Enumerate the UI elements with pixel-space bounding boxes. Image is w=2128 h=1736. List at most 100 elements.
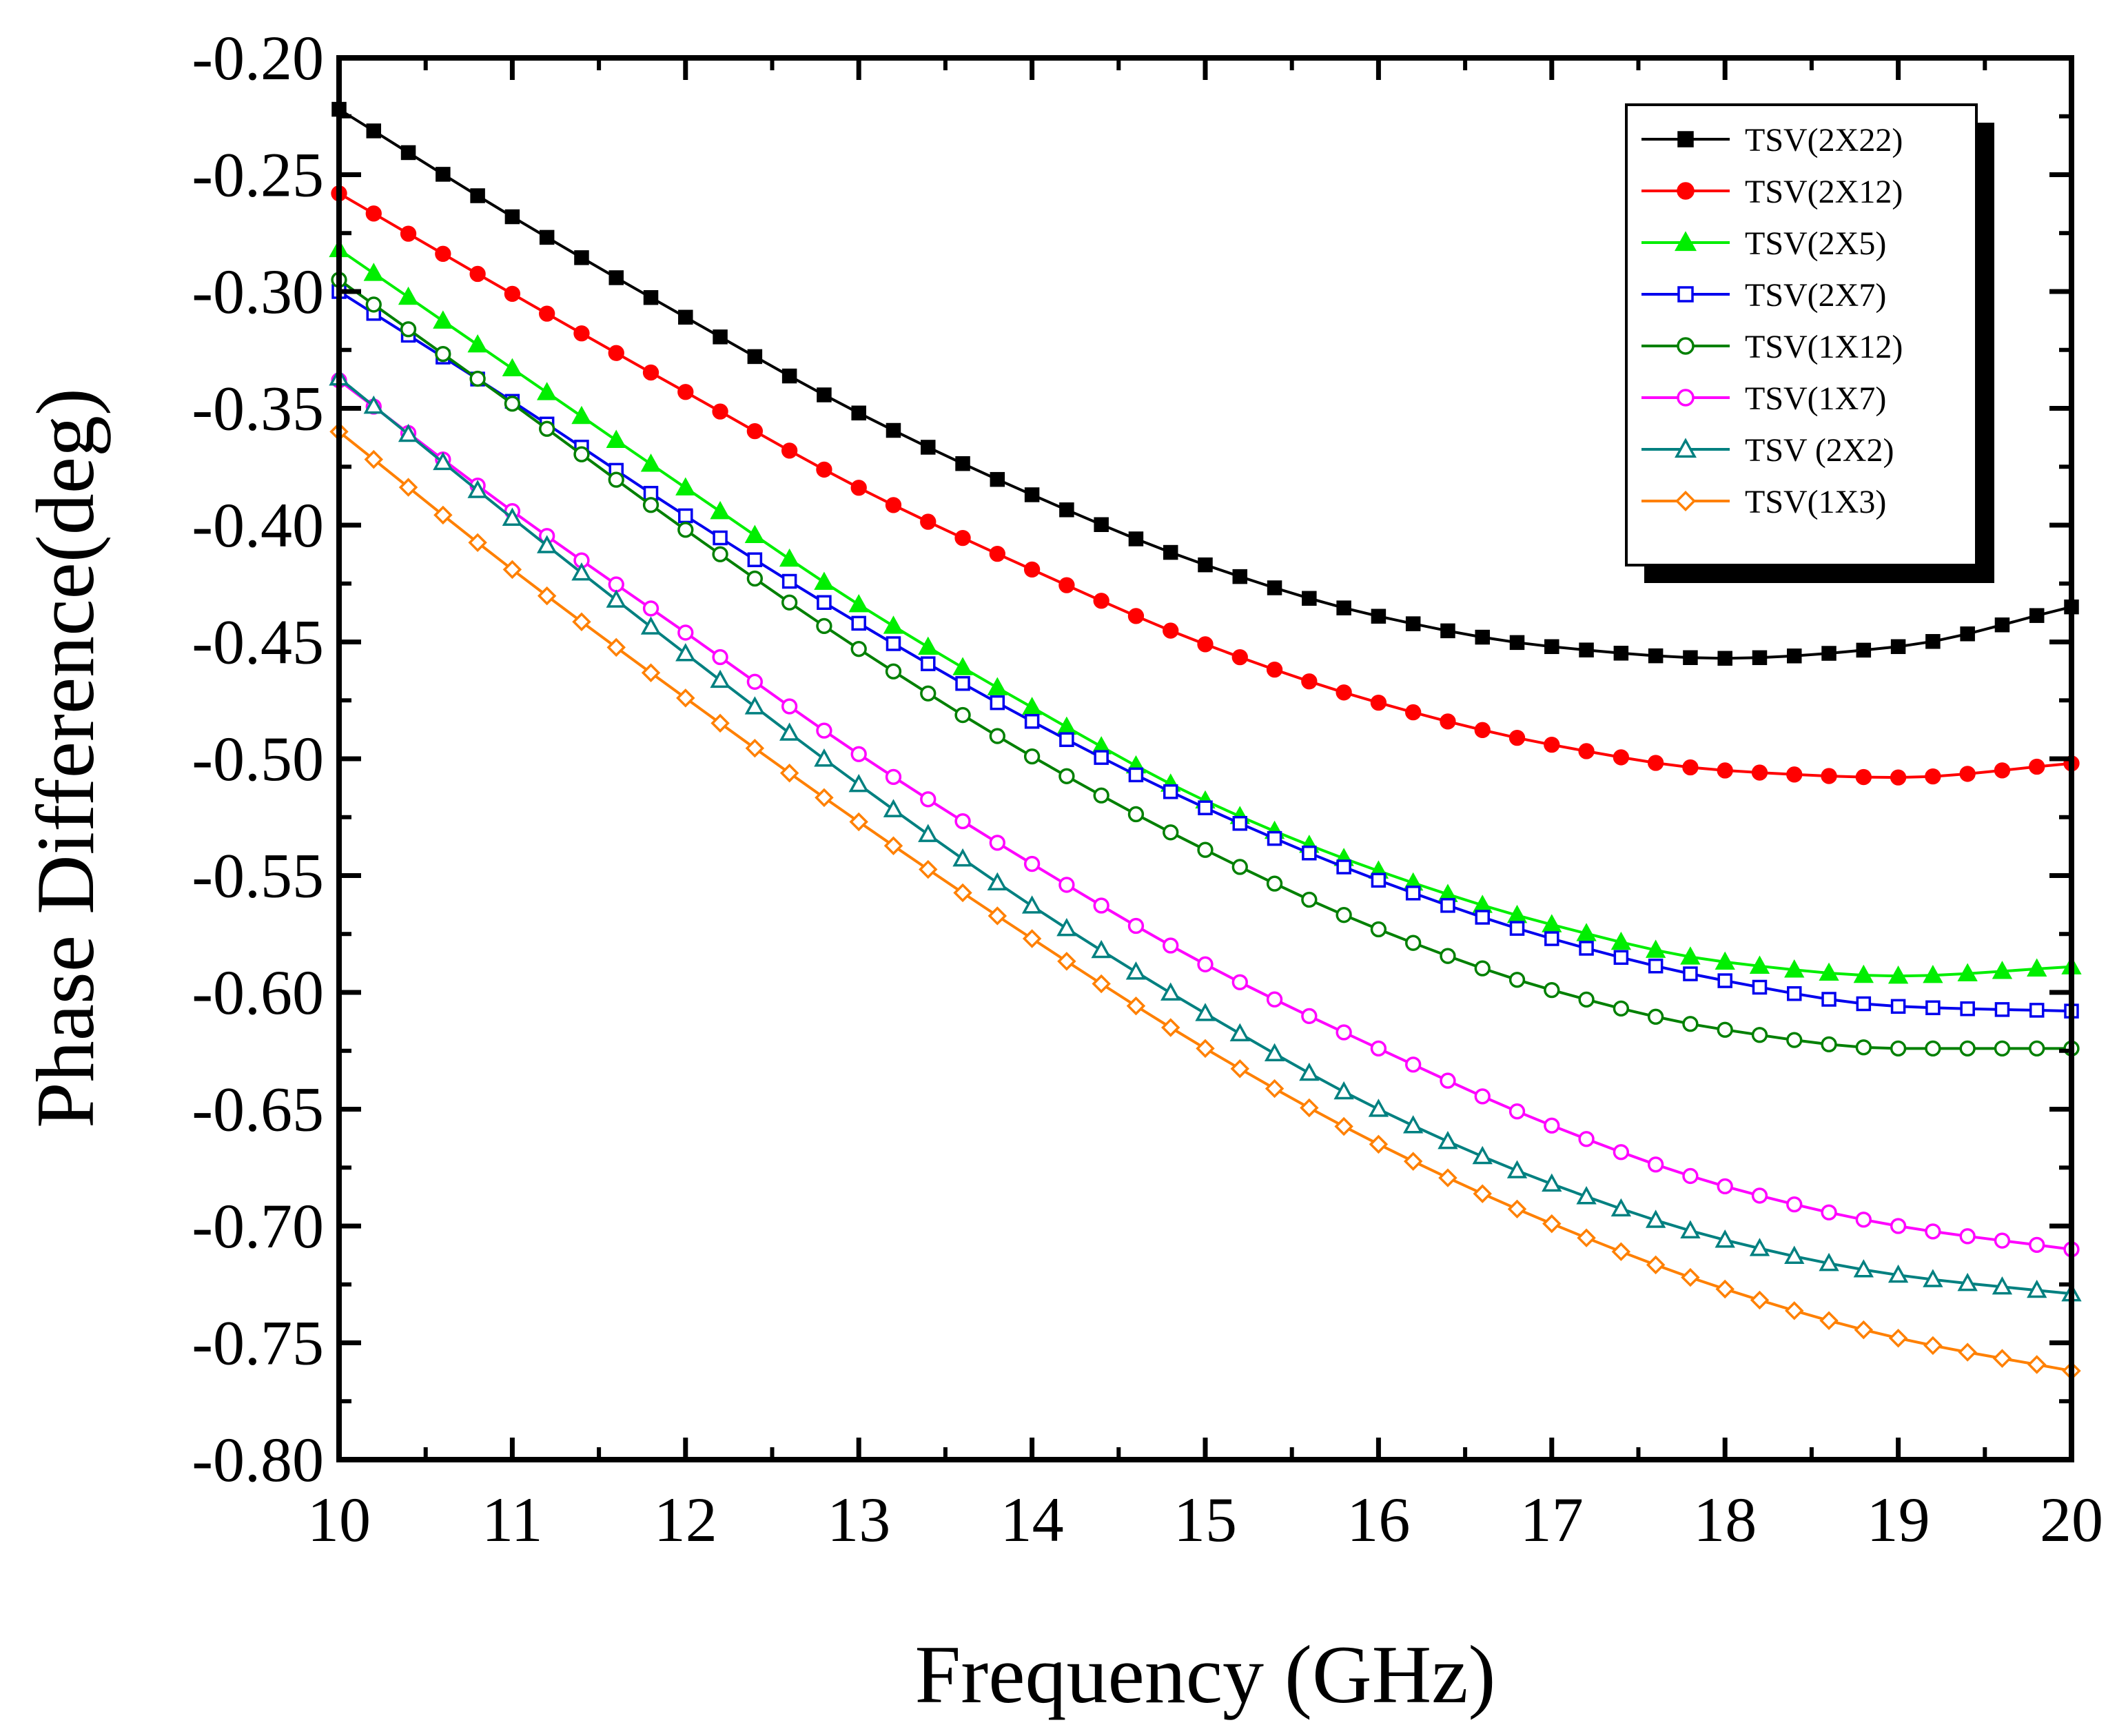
data-point [1819, 962, 1839, 981]
data-point [571, 405, 592, 425]
legend-item: TSV(2X5) [1641, 225, 1886, 262]
data-point [1613, 1000, 1630, 1017]
data-point [643, 289, 659, 305]
legend-marker [1677, 131, 1694, 147]
data-point [502, 507, 523, 526]
y-tick-label: -0.20 [192, 23, 324, 93]
data-point [781, 594, 798, 611]
data-point [886, 422, 901, 438]
data-point [398, 478, 418, 497]
data-point [1646, 1255, 1666, 1275]
data-point [1890, 999, 1906, 1014]
data-point [1717, 973, 1732, 988]
data-point [1336, 859, 1351, 875]
data-point [1127, 608, 1145, 624]
data-point [1576, 1186, 1597, 1205]
legend-marker [1677, 389, 1695, 407]
data-point [433, 505, 453, 525]
data-point [1197, 956, 1214, 972]
data-point [1264, 1043, 1285, 1062]
data-point [1751, 1027, 1768, 1043]
data-point [363, 263, 384, 281]
data-point [1231, 974, 1248, 990]
data-point [779, 764, 799, 783]
legend-marker [1677, 337, 1695, 355]
data-point [537, 586, 557, 606]
data-point [504, 209, 520, 225]
data-point [1786, 1196, 1803, 1213]
data-point [1749, 955, 1770, 974]
data-point [571, 562, 592, 581]
data-point [1992, 1349, 2012, 1368]
data-point [990, 471, 1005, 487]
data-point [744, 524, 766, 543]
data-point [400, 225, 417, 242]
data-point [1127, 917, 1145, 935]
data-point [1610, 1198, 1632, 1217]
legend-label: TSV(2X7) [1745, 277, 1886, 314]
data-point [1648, 958, 1664, 974]
data-point [1923, 964, 1943, 983]
data-point [1578, 1131, 1595, 1147]
data-point [1610, 931, 1632, 950]
data-point [1024, 714, 1040, 729]
data-point [1752, 650, 1768, 666]
data-point [1405, 616, 1421, 631]
data-point [1021, 895, 1043, 914]
data-point [1301, 673, 1318, 690]
data-point [921, 440, 936, 455]
data-point [817, 387, 832, 402]
data-point [1163, 784, 1178, 799]
data-point [469, 370, 486, 387]
data-point [1821, 646, 1837, 661]
data-point [539, 305, 555, 322]
data-point [987, 677, 1007, 695]
data-point [1336, 1024, 1352, 1041]
data-point [1715, 951, 1735, 970]
data-point [1821, 1036, 1837, 1053]
data-point [1509, 921, 1525, 936]
data-point [469, 265, 486, 283]
y-tick-label: -0.70 [192, 1191, 324, 1261]
data-point [1853, 1259, 1874, 1278]
data-point [989, 835, 1005, 851]
data-point [1613, 1144, 1630, 1161]
data-point [1163, 937, 1179, 954]
legend-marker [1677, 286, 1694, 303]
data-point [952, 657, 973, 675]
data-point [2027, 1279, 2047, 1298]
data-point [746, 570, 764, 587]
data-point [1751, 1187, 1768, 1204]
data-point [642, 497, 659, 513]
data-point [954, 813, 971, 830]
data-point [573, 446, 590, 462]
data-point [1542, 1214, 1562, 1234]
x-tick-label: 16 [1347, 1484, 1410, 1555]
data-point [1682, 1167, 1699, 1185]
data-point [1994, 1002, 2010, 1017]
data-point [816, 722, 832, 739]
data-point [921, 656, 936, 671]
data-point [1265, 1079, 1285, 1099]
data-point [1577, 1228, 1596, 1247]
data-point [712, 546, 728, 562]
data-point [1093, 787, 1109, 804]
data-point [433, 451, 453, 471]
data-point [435, 245, 451, 262]
data-point [1403, 1115, 1424, 1134]
data-point [1925, 768, 1941, 785]
data-point [747, 349, 763, 365]
data-point [1682, 759, 1699, 776]
series-tsv-1x3 [329, 422, 2081, 1380]
data-point [1855, 1039, 1872, 1056]
data-point [1544, 639, 1559, 655]
data-point [814, 571, 835, 590]
data-point [954, 529, 971, 547]
data-point [1750, 1290, 1770, 1310]
data-point [1368, 1099, 1389, 1117]
data-point [1266, 661, 1283, 678]
legend-label: TSV(2X12) [1745, 174, 1903, 210]
data-point [1994, 1232, 2011, 1249]
legend-box [1625, 103, 1978, 566]
data-point [1370, 694, 1387, 711]
